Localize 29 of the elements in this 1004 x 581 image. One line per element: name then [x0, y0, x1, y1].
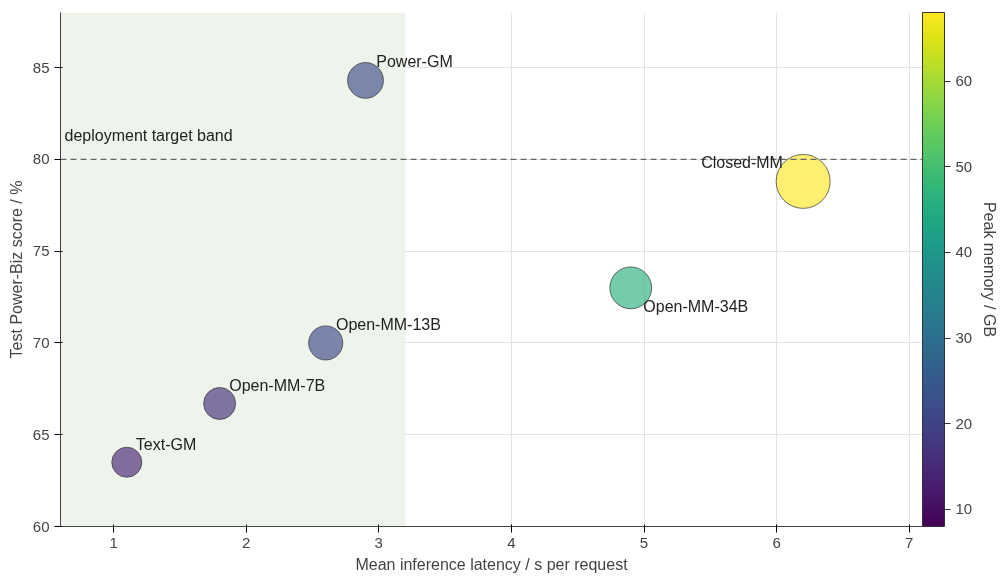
color-bar-label: 10 [955, 500, 973, 518]
x-tick-label: 2 [241, 533, 251, 551]
annotation: Open-MM-34B [643, 298, 749, 316]
x-tick-label: 7 [905, 533, 914, 551]
y-tick-label: 65 [32, 425, 50, 443]
color-bar-label: 30 [955, 329, 973, 347]
x-axis-title: Mean inference latency / s per request [355, 555, 629, 573]
color-bar-label: 50 [955, 157, 973, 175]
annotation: Power-GM [376, 52, 453, 70]
annotation: Closed-MM [701, 153, 783, 171]
y-tick-label: 75 [32, 242, 50, 260]
y-axis-title: Test Power-Biz score / % [7, 180, 25, 359]
x-tick-label: 5 [639, 533, 649, 551]
x-tick-label: 4 [507, 533, 516, 551]
color-bar-label: 40 [955, 243, 973, 261]
x-tick-label: 3 [374, 533, 383, 551]
y-tick-label: 60 [32, 517, 50, 535]
annotation: Text-GM [135, 436, 197, 454]
y-tick-label: 80 [32, 150, 50, 168]
annotation: Open-MM-13B [335, 315, 441, 333]
color-bar-title: Peak memory / GB [980, 201, 998, 338]
y-tick-label: 70 [32, 333, 50, 351]
color-bar-label: 20 [955, 414, 973, 432]
annotation: Open-MM-7B [229, 376, 326, 394]
band-label: deployment target band [64, 126, 233, 144]
y-tick-label: 85 [32, 58, 50, 76]
color-bar-label: 60 [955, 72, 973, 90]
x-tick-label: 1 [109, 533, 118, 551]
x-tick-label: 6 [772, 533, 781, 551]
